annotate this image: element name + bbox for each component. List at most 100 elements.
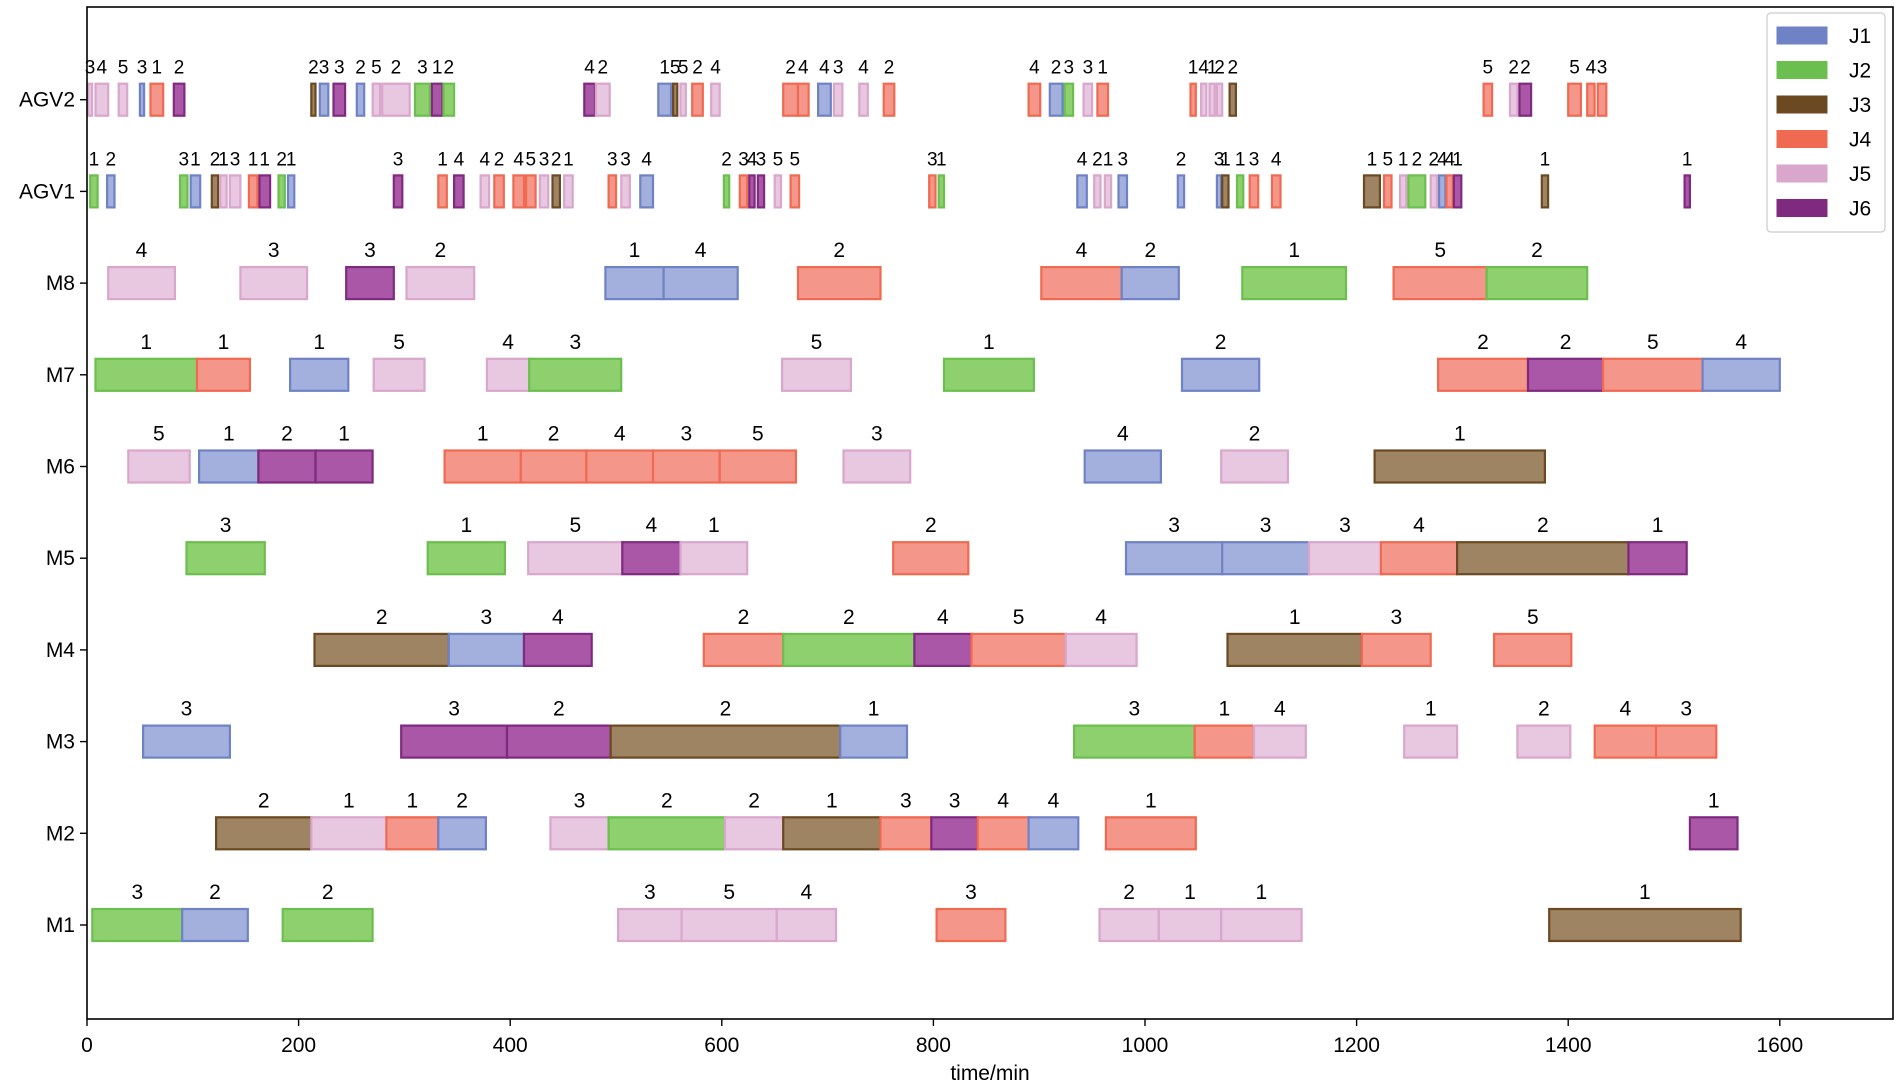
task-bar-agv2-186 — [1215, 82, 1224, 117]
task-label-m4-42: 4 — [937, 606, 949, 629]
task-label-m4-45: 1 — [1289, 606, 1301, 629]
task-bar-agv2-155 — [172, 82, 186, 117]
task-label-agv1-110: 1 — [437, 149, 448, 170]
task-label-agv2-191: 5 — [1569, 58, 1580, 79]
task-label-agv1-148: 1 — [1540, 149, 1551, 170]
task-label-m8-89: 2 — [435, 239, 447, 262]
task-label-m3-31: 1 — [1219, 698, 1231, 721]
task-label-agv2-159: 2 — [355, 58, 366, 79]
task-label-m5-52: 1 — [708, 514, 720, 537]
task-bar-m6-72 — [1373, 449, 1546, 484]
task-label-agv1-137: 1 — [1235, 149, 1246, 170]
x-tick-label: 200 — [281, 1034, 316, 1057]
task-label-agv2-164: 2 — [444, 58, 455, 79]
legend-label-j2: J2 — [1849, 60, 1871, 83]
task-label-m5-49: 1 — [460, 514, 472, 537]
task-label-m1-8: 1 — [1184, 881, 1196, 904]
task-label-m6-72: 1 — [1454, 423, 1466, 446]
task-bar-m2-13 — [385, 816, 440, 851]
task-bar-m2-17 — [723, 816, 785, 851]
task-label-agv1-100: 3 — [179, 149, 190, 170]
task-bar-m6-67 — [651, 449, 721, 484]
task-bar-m1-1 — [181, 907, 249, 943]
task-bar-agv1-123 — [738, 174, 749, 209]
task-label-agv1-122: 2 — [721, 149, 732, 170]
task-bar-m2-24 — [1688, 816, 1739, 851]
task-label-m1-5: 4 — [801, 881, 813, 904]
task-bar-agv1-147 — [1452, 174, 1463, 209]
task-bar-m8-91 — [662, 266, 739, 301]
task-label-agv1-126: 5 — [773, 149, 784, 170]
task-label-agv1-123: 3 — [738, 149, 749, 170]
task-bar-m3-27 — [505, 724, 612, 759]
task-bar-agv1-101 — [189, 174, 202, 209]
task-bar-agv2-153 — [138, 82, 146, 117]
x-tick-label: 1600 — [1756, 1034, 1803, 1057]
task-label-agv1-98: 1 — [89, 149, 100, 170]
y-tick-label-m5: M5 — [46, 547, 75, 570]
task-label-agv1-138: 3 — [1249, 149, 1260, 170]
task-label-m5-56: 3 — [1339, 514, 1351, 537]
task-label-agv2-168: 5 — [670, 58, 681, 79]
task-bar-agv1-145 — [1437, 174, 1447, 209]
task-label-agv2-158: 3 — [334, 58, 345, 79]
task-bar-agv1-139 — [1270, 174, 1282, 209]
task-label-m5-53: 2 — [925, 514, 937, 537]
task-label-m5-48: 3 — [220, 514, 232, 537]
legend-label-j4: J4 — [1849, 129, 1872, 152]
task-bar-agv2-185 — [1208, 82, 1216, 117]
task-label-agv2-150: 3 — [85, 58, 96, 79]
task-bar-m3-26 — [400, 724, 509, 759]
y-tick-label-agv1: AGV1 — [19, 180, 75, 203]
task-bar-agv1-121 — [639, 174, 655, 209]
task-label-m1-1: 2 — [209, 881, 221, 904]
task-bar-agv2-187 — [1228, 82, 1237, 117]
task-label-m7-76: 5 — [393, 331, 405, 354]
task-bar-agv1-111 — [453, 174, 465, 209]
task-bar-agv1-140 — [1362, 174, 1381, 209]
task-label-agv2-190: 2 — [1520, 58, 1531, 79]
task-bar-m2-18 — [782, 816, 882, 851]
task-bar-agv2-180 — [1063, 82, 1075, 117]
task-label-m1-9: 1 — [1256, 881, 1268, 904]
task-bar-m2-16 — [607, 816, 727, 851]
task-bar-agv2-162 — [413, 82, 431, 117]
y-tick-label-m7: M7 — [46, 364, 75, 387]
task-bar-m8-86 — [107, 266, 176, 301]
task-bar-agv2-160 — [371, 82, 382, 117]
task-bar-m5-50 — [527, 541, 624, 576]
task-bar-agv2-184 — [1199, 82, 1208, 117]
task-bar-agv1-110 — [437, 174, 448, 209]
task-bar-m3-25 — [142, 724, 232, 759]
x-tick-label: 400 — [493, 1034, 528, 1057]
x-axis-label: time/min — [950, 1062, 1029, 1084]
task-bar-agv2-159 — [355, 82, 366, 117]
task-bar-agv1-105 — [247, 174, 259, 209]
task-bar-m7-73 — [94, 357, 199, 392]
task-bar-m1-10 — [1548, 907, 1742, 943]
task-bar-agv2-192 — [1586, 82, 1596, 117]
task-label-agv1-111: 4 — [454, 149, 465, 170]
task-bar-agv2-165 — [583, 82, 596, 117]
task-bar-m1-5 — [775, 907, 838, 943]
task-bar-m3-35 — [1593, 724, 1658, 759]
task-label-m4-39: 4 — [552, 606, 564, 629]
task-label-m8-96: 5 — [1434, 239, 1446, 262]
task-bar-m8-95 — [1241, 266, 1348, 301]
task-label-agv1-101: 1 — [190, 149, 201, 170]
task-bar-m5-49 — [426, 541, 507, 576]
task-bar-m2-21 — [976, 816, 1030, 851]
task-label-agv2-170: 2 — [692, 58, 703, 79]
task-label-agv2-186: 2 — [1214, 58, 1225, 79]
task-label-m8-88: 3 — [364, 239, 376, 262]
bar-labels-layer: 3 2 2 3 5 4 3 2 1 1 12 1 1 2 3 2 2 1 3 3 4 4 1 13 3 2 2 1 3 1 4 1 2 4 32 3 4… — [85, 58, 1748, 904]
task-label-m6-61: 1 — [223, 423, 235, 446]
task-label-agv2-151: 4 — [97, 58, 108, 79]
task-bar-agv1-99 — [105, 174, 116, 209]
task-label-m5-58: 2 — [1537, 514, 1549, 537]
task-bar-agv2-189 — [1508, 82, 1519, 117]
task-bar-agv1-129 — [937, 174, 946, 209]
task-bar-m8-88 — [345, 266, 395, 301]
task-bar-m6-68 — [718, 449, 798, 484]
task-bar-m7-75 — [289, 357, 350, 392]
